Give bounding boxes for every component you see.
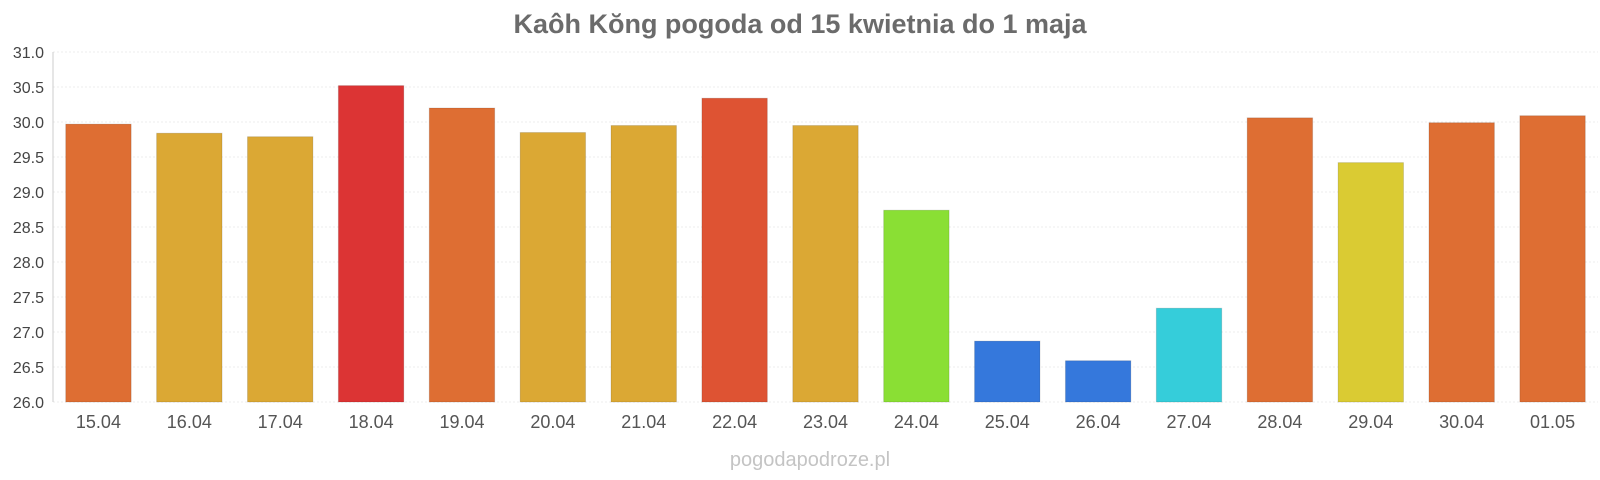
- x-tick-label: 28.04: [1257, 412, 1302, 432]
- y-tick-label: 30.5: [13, 80, 44, 97]
- x-tick-label: 26.04: [1076, 412, 1121, 432]
- bar: [974, 340, 1041, 403]
- bar: [701, 97, 768, 403]
- x-tick-label: 29.04: [1348, 412, 1393, 432]
- bar: [65, 123, 132, 403]
- bar: [1428, 122, 1495, 403]
- x-tick-label: 20.04: [530, 412, 575, 432]
- bar: [883, 209, 950, 403]
- y-axis: 26.0 26.5 27.0 27.5 28.0 28.5 29.0 29.5 30.0 30.5…: [13, 45, 54, 412]
- y-tick-label: 29.0: [13, 185, 44, 202]
- bar: [1155, 307, 1223, 403]
- y-tick-label: 28.0: [13, 255, 44, 272]
- bar: [792, 125, 859, 403]
- x-tick-label: 17.04: [258, 412, 303, 432]
- bar: [519, 132, 587, 403]
- y-tick-label: 27.5: [13, 290, 44, 307]
- x-tick-label: 19.04: [439, 412, 484, 432]
- y-tick-label: 31.0: [13, 45, 44, 62]
- x-axis: 15.04 16.04 17.04 18.04 19.04 20.04 21.04 22.04…: [76, 412, 1575, 432]
- bar: [1064, 360, 1132, 403]
- x-tick-label: 23.04: [803, 412, 848, 432]
- bar: [156, 132, 223, 403]
- bar: [428, 107, 496, 403]
- x-tick-label: 16.04: [167, 412, 212, 432]
- chart-title: Kaôh Kŏng pogoda od 15 kwietnia do 1 maj…: [513, 9, 1087, 39]
- y-tick-label: 27.0: [13, 325, 44, 342]
- x-tick-label: 27.04: [1167, 412, 1212, 432]
- y-tick-label: 26.0: [13, 395, 44, 412]
- y-tick-label: 29.5: [13, 150, 44, 167]
- x-tick-label: 15.04: [76, 412, 121, 432]
- bar: [1246, 117, 1314, 403]
- y-tick-label: 30.0: [13, 115, 44, 132]
- x-tick-label: 25.04: [985, 412, 1030, 432]
- y-tick-label: 28.5: [13, 220, 44, 237]
- x-tick-label: 24.04: [894, 412, 939, 432]
- watermark: pogodapodroze.pl: [730, 449, 890, 471]
- bar: [610, 125, 677, 403]
- bar: [337, 85, 405, 403]
- bar: [1519, 115, 1586, 403]
- x-tick-label: 18.04: [349, 412, 394, 432]
- x-tick-label: 22.04: [712, 412, 757, 432]
- bars: [65, 85, 1586, 403]
- x-tick-label: 30.04: [1439, 412, 1484, 432]
- bar: [246, 136, 314, 403]
- x-tick-label: 01.05: [1530, 412, 1575, 432]
- y-tick-label: 26.5: [13, 360, 44, 377]
- bar: [1337, 162, 1405, 403]
- x-tick-label: 21.04: [621, 412, 666, 432]
